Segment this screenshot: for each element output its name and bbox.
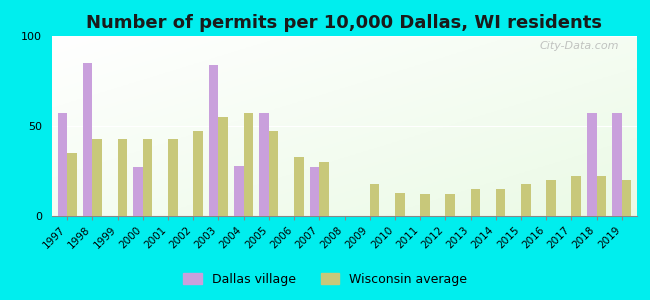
Bar [612,113,622,216]
Bar [218,117,228,216]
Bar [83,63,92,216]
Text: City-Data.com: City-Data.com [540,41,619,51]
Bar [587,113,597,216]
Bar [622,180,631,216]
Bar [294,157,304,216]
Bar [143,139,152,216]
Bar [597,176,606,216]
Bar [92,139,102,216]
Bar [168,139,177,216]
Bar [209,65,218,216]
Bar [471,189,480,216]
Bar [395,193,404,216]
Bar [420,194,430,216]
Bar [521,184,530,216]
Bar [445,194,455,216]
Bar [133,167,143,216]
Bar [319,162,329,216]
Bar [244,113,254,216]
Bar [67,153,77,216]
Bar [118,139,127,216]
Legend: Dallas village, Wisconsin average: Dallas village, Wisconsin average [177,268,473,291]
Bar [193,131,203,216]
Bar [309,167,319,216]
Title: Number of permits per 10,000 Dallas, WI residents: Number of permits per 10,000 Dallas, WI … [86,14,603,32]
Bar [259,113,269,216]
Bar [234,166,244,216]
Bar [269,131,278,216]
Bar [370,184,380,216]
Bar [496,189,505,216]
Bar [571,176,581,216]
Bar [546,180,556,216]
Bar [58,113,67,216]
